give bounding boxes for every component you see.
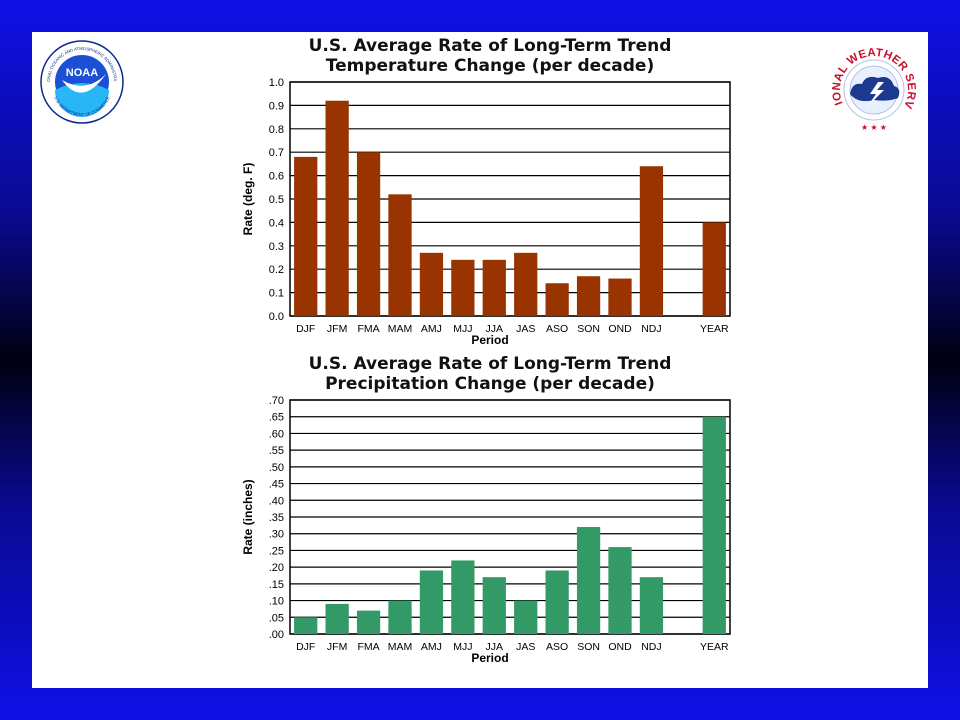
precipitation-xtick-label: DJF [296,641,315,653]
precipitation-ytick-label: .25 [269,545,284,557]
precipitation-ytick-label: .50 [269,462,284,474]
precipitation-xtick-label: OND [608,641,632,653]
temperature-xtick-label: DJF [296,323,315,335]
temperature-bar-mam [388,194,412,316]
temperature-xtick-label: JAS [516,323,535,335]
temperature-chart-subtitle: Temperature Change (per decade) [325,56,655,76]
temperature-bar-djf [294,156,318,316]
precipitation-bar-jfm [325,603,349,634]
temperature-bar-aso [545,283,569,316]
temperature-bar-year [702,222,726,316]
precipitation-bar-fma [356,610,381,634]
temperature-xtick-label: OND [608,323,632,335]
precipitation-ytick-label: .65 [269,412,284,424]
temperature-xtick-label: YEAR [700,323,729,335]
precipitation-bar-mam [388,600,412,634]
temperature-bar-jas [514,252,538,316]
temperature-ytick-label: 0.3 [269,241,284,253]
precipitation-xtick-label: NDJ [641,641,661,653]
precipitation-bar-ond [608,547,632,634]
slide-background [32,32,928,688]
precipitation-bar-djf [294,617,318,634]
precipitation-xtick-label: AMJ [421,641,442,653]
temperature-ytick-label: 0.9 [269,100,284,112]
precipitation-ytick-label: .00 [269,629,284,641]
precipitation-ytick-label: .35 [269,512,284,524]
temperature-xtick-label: AMJ [421,323,442,335]
precipitation-ytick-label: .20 [269,562,284,574]
precipitation-xtick-label: YEAR [700,641,729,653]
precipitation-xtick-label: SON [577,641,600,653]
precipitation-xtick-label: ASO [546,641,568,653]
temperature-y-axis-label: Rate (deg. F) [241,163,255,236]
temperature-ytick-label: 0.7 [269,147,284,159]
temperature-ytick-label: 0.5 [269,194,284,206]
temperature-bar-amj [419,252,444,316]
precipitation-xtick-label: MAM [388,641,413,653]
temperature-xtick-label: JJA [486,323,504,335]
nws-logo: NATIONAL WEATHER SERVICE ★ ★ ★ [828,44,917,132]
precipitation-bar-amj [419,570,444,634]
temperature-chart-title: U.S. Average Rate of Long-Term Trend [308,36,672,56]
precipitation-ytick-label: .45 [269,479,284,491]
precipitation-y-axis-label: Rate (inches) [241,479,255,554]
temperature-ytick-label: 1.0 [269,78,284,89]
precipitation-chart: .00 .05 .10 .15 .20 .25 .30 .35 .40 .45 .50 .55 .60.… [241,396,731,665]
precipitation-bar-jas [514,600,538,634]
precipitation-ytick-label: .55 [269,445,284,457]
precipitation-xtick-label: JFM [327,641,347,653]
precipitation-ytick-label: .30 [269,529,284,541]
precipitation-x-axis-label: Period [471,651,508,665]
nws-stars: ★ ★ ★ [861,123,887,132]
temperature-bar-son [576,276,601,316]
precipitation-chart-title-block: U.S. Average Rate of Long-Term Trend Pre… [250,354,730,394]
noaa-logo-text: NOAA [66,67,98,79]
precipitation-bar-year [702,416,726,634]
temperature-plot-frame [289,81,731,317]
temperature-bar-jja [482,259,506,316]
temperature-xtick-label: NDJ [641,323,661,335]
precipitation-chart-subtitle: Precipitation Change (per decade) [325,374,655,394]
temperature-xtick-label: SON [577,323,600,335]
temperature-ytick-label: 0.8 [269,124,284,136]
temperature-xtick-label: ASO [546,323,568,335]
precipitation-chart-title: U.S. Average Rate of Long-Term Trend [308,354,672,374]
precipitation-bar-ndj [639,577,664,634]
precipitation-xtick-label: JAS [516,641,535,653]
precipitation-plot-frame [289,399,731,635]
temperature-ytick-label: 0.1 [269,288,284,300]
precipitation-bar-mjj [451,560,475,634]
temperature-bar-mjj [451,259,475,316]
temperature-chart: 0.0 0.1 0.2 0.3 0.4 0.5 0.6 0.7 0.8 0.9 1.0 DJF JFM F… [241,78,731,347]
precipitation-ytick-label: .40 [269,495,284,507]
temperature-bar-ndj [639,166,664,316]
precipitation-xtick-label: JJA [486,641,504,653]
precipitation-bar-son [576,527,601,634]
temperature-bar-jfm [325,100,349,316]
temperature-bar-ond [608,278,632,316]
precipitation-xtick-label: MJJ [453,641,472,653]
precipitation-ytick-label: .70 [269,396,284,407]
precipitation-ytick-label: .05 [269,612,284,624]
temperature-xtick-label: JFM [327,323,347,335]
precipitation-ytick-label: .15 [269,579,284,591]
temperature-chart-title-block: U.S. Average Rate of Long-Term Trend Tem… [250,36,730,76]
precipitation-bar-aso [545,570,569,634]
temperature-x-axis-label: Period [471,333,508,347]
temperature-ytick-label: 0.0 [269,311,284,323]
temperature-ytick-label: 0.6 [269,171,284,183]
temperature-bar-fma [356,152,381,316]
temperature-ytick-label: 0.2 [269,264,284,276]
precipitation-bar-jja [482,577,506,634]
temperature-ytick-label: 0.4 [269,217,284,229]
precipitation-xtick-label: FMA [357,641,379,653]
precipitation-ytick-label: .10 [269,596,284,608]
noaa-logo: NOAA NATIONAL OCEANIC AND ATMOSPHERIC AD… [40,40,124,124]
temperature-xtick-label: FMA [357,323,379,335]
precipitation-ytick-label: .60 [269,428,284,440]
temperature-xtick-label: MAM [388,323,413,335]
temperature-xtick-label: MJJ [453,323,472,335]
